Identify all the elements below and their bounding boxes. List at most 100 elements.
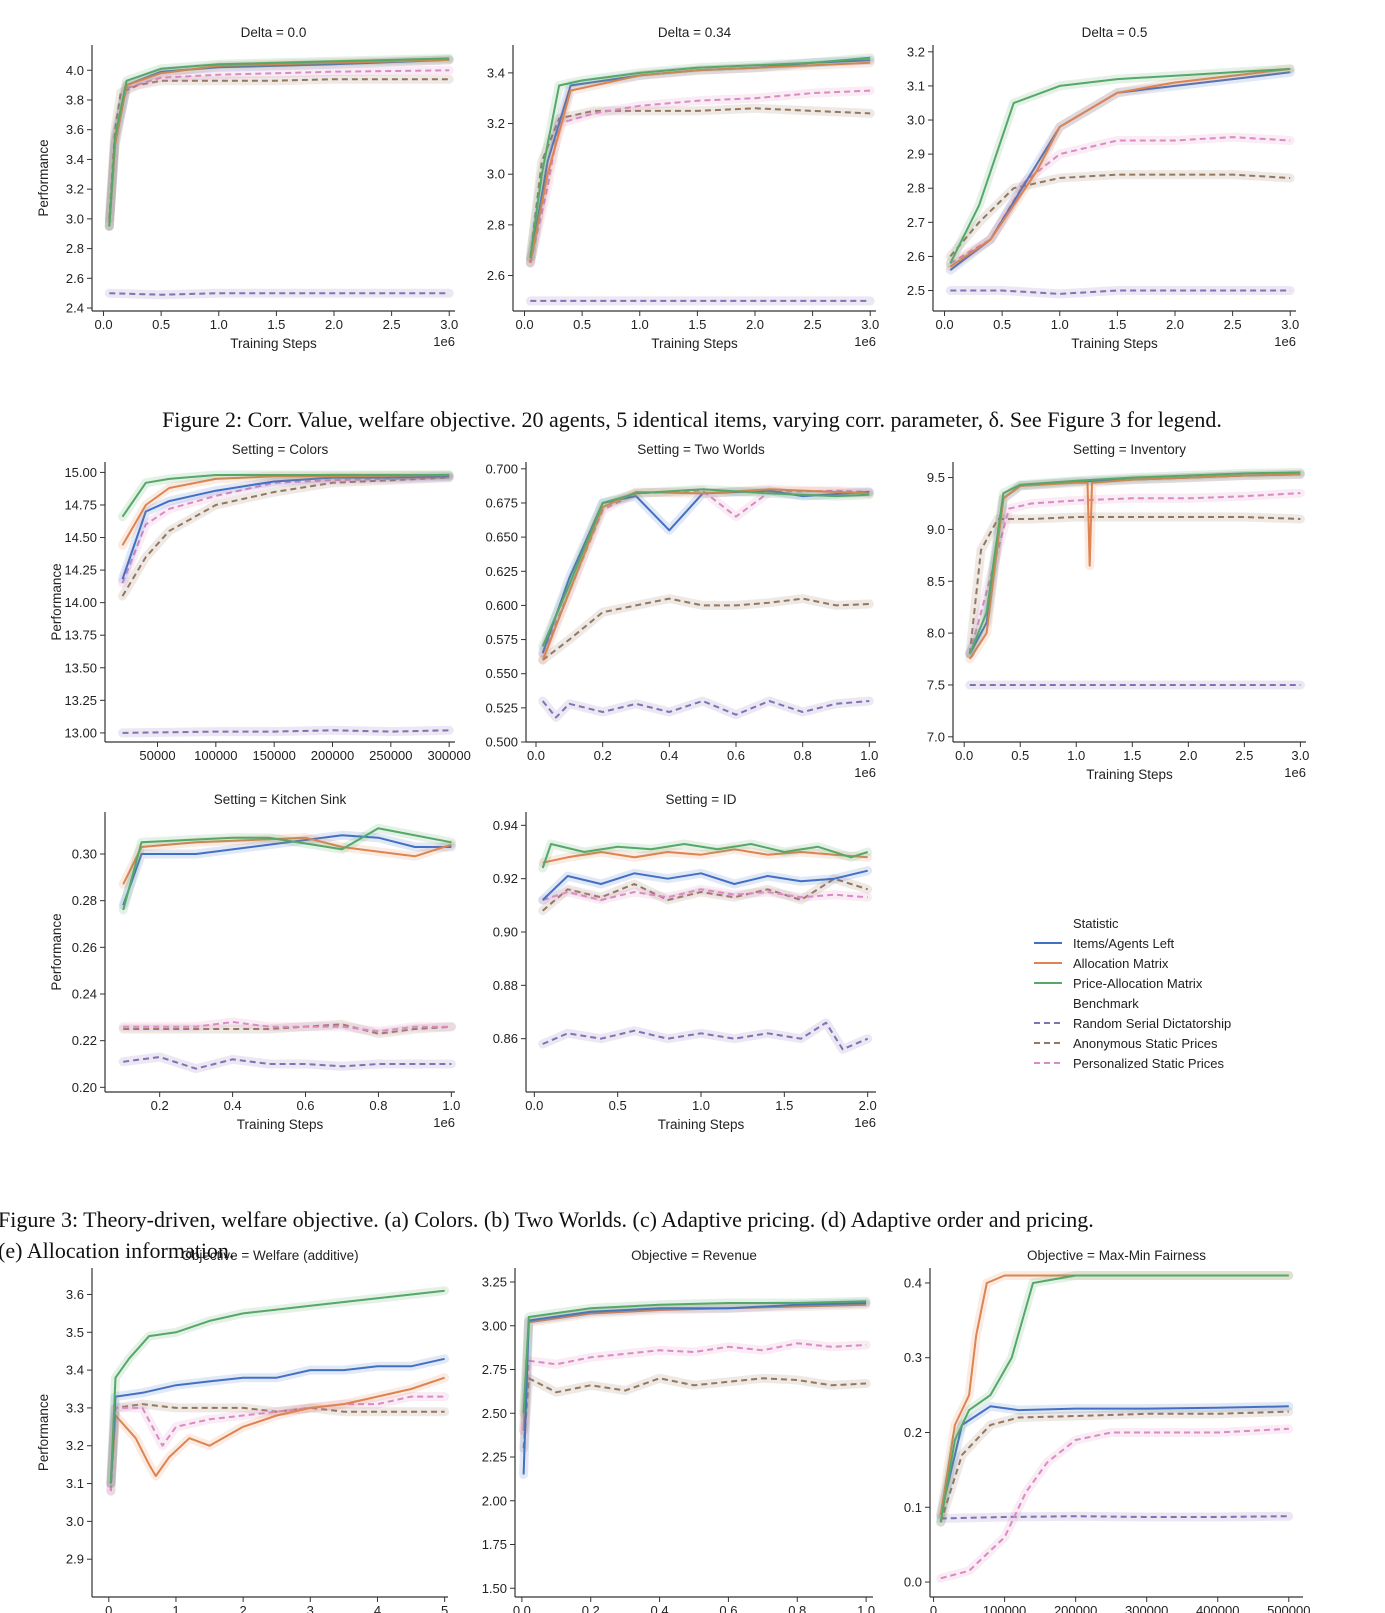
series-anonymous-static-prices xyxy=(522,1377,867,1449)
x-axis-label: Training Steps xyxy=(651,336,738,351)
chart-title: Setting = ID xyxy=(666,792,737,807)
x-tick-label: 1.0 xyxy=(860,748,878,763)
y-tick-label: 0.0 xyxy=(904,1575,922,1590)
x-tick-label: 300000 xyxy=(1125,1603,1168,1613)
series-price-allocation-matrix xyxy=(541,843,869,869)
x-tick-label: 2.5 xyxy=(1235,748,1253,763)
band-personalized-static-prices xyxy=(118,473,454,588)
series-allocation-matrix xyxy=(968,473,1301,660)
series-items-agents-left xyxy=(122,834,452,906)
x-tick-label: 5 xyxy=(441,1603,448,1613)
x-tick-label: 0.0 xyxy=(527,748,545,763)
x-tick-label: 200000 xyxy=(1054,1603,1097,1613)
series-items-agents-left xyxy=(542,869,868,901)
y-tick-label: 2.50 xyxy=(482,1406,507,1421)
y-tick-label: 3.0 xyxy=(907,113,925,128)
series-personalized-static-prices xyxy=(949,136,1291,265)
series-allocation-matrix xyxy=(542,848,868,864)
x-tick-label: 3.0 xyxy=(861,317,879,332)
series-price-allocation-matrix xyxy=(121,474,450,518)
x-tick-label: 0.0 xyxy=(935,317,953,332)
y-tick-label: 2.5 xyxy=(907,283,925,298)
x-tick-label: 2.0 xyxy=(1179,748,1197,763)
legend-label-allocation-matrix: Allocation Matrix xyxy=(1073,956,1169,971)
x-tick-label: 0.4 xyxy=(651,1603,669,1613)
y-tick-label: 2.6 xyxy=(66,271,84,286)
y-tick-label: 2.75 xyxy=(482,1362,507,1377)
band-random-serial-dictatorship xyxy=(538,1018,873,1054)
y-tick-label: 0.24 xyxy=(72,987,97,1002)
x-tick-label: 0.8 xyxy=(794,748,812,763)
legend-header-benchmark: Benchmark xyxy=(1073,996,1139,1011)
y-tick-label: 1.75 xyxy=(482,1537,507,1552)
x-tick-label: 250000 xyxy=(369,748,412,763)
y-tick-label: 0.90 xyxy=(493,925,518,940)
y-tick-label: 1.50 xyxy=(482,1581,507,1596)
y-tick-label: 3.1 xyxy=(66,1476,84,1491)
y-tick-label: 3.6 xyxy=(66,122,84,137)
x-axis-multiplier: 1e6 xyxy=(854,334,876,349)
y-tick-label: 0.2 xyxy=(904,1425,922,1440)
band-allocation-matrix xyxy=(538,484,874,665)
x-tick-label: 1.5 xyxy=(688,317,706,332)
series-price-allocation-matrix xyxy=(109,1289,445,1484)
series-random-serial-dictatorship xyxy=(109,292,450,296)
x-tick-label: 0.6 xyxy=(727,748,745,763)
band-personalized-static-prices xyxy=(104,65,454,231)
y-tick-label: 2.6 xyxy=(907,249,925,264)
y-tick-label: 3.0 xyxy=(66,1514,84,1529)
y-axis-label: Performance xyxy=(36,1394,51,1471)
x-tick-label: 0.0 xyxy=(525,1098,543,1113)
series-personalized-static-prices xyxy=(940,1427,1289,1580)
x-tick-label: 0.5 xyxy=(573,317,591,332)
chart-panel-11: 0 100000 200000 300000 400000 500000 0.0 0.1 0.2… xyxy=(904,1248,1311,1613)
series-anonymous-static-prices xyxy=(121,476,450,597)
series-allocation-matrix xyxy=(949,67,1291,268)
x-tick-label: 0.5 xyxy=(609,1098,627,1113)
series-anonymous-static-prices xyxy=(109,1403,445,1492)
series-personalized-static-prices xyxy=(123,1021,452,1033)
legend-entry-personalized-static-prices: Personalized Static Prices xyxy=(1034,1056,1225,1071)
chart-panel-1: 0.0 0.5 1.0 1.5 2.0 2.5 3.0 2.4 2.6 2.8 3.0 3.2 3.4 3… xyxy=(36,25,458,351)
series-anonymous-static-prices xyxy=(108,78,450,219)
figure-3-caption-line1: Figure 3: Theory-driven, welfare objecti… xyxy=(0,1207,1094,1232)
x-tick-label: 0.0 xyxy=(955,748,973,763)
y-tick-label: 0.650 xyxy=(485,530,518,545)
chart-panel-6: 0.0 0.5 1.0 1.5 2.0 2.5 3.0 7.0 7.5 8.0 8.5 9.0 9.5 S… xyxy=(927,442,1310,782)
series-price-allocation-matrix xyxy=(968,471,1301,655)
chart-title: Objective = Welfare (additive) xyxy=(181,1248,358,1263)
x-tick-label: 50000 xyxy=(139,748,175,763)
x-tick-label: 300000 xyxy=(427,748,470,763)
chart-panel-7: 0.2 0.4 0.6 0.8 1.0 0.20 0.22 0.24 0.26 0.28 0.30 S… xyxy=(49,792,460,1132)
y-tick-label: 0.550 xyxy=(485,666,518,681)
x-tick-label: 200000 xyxy=(311,748,354,763)
series-random-serial-dictatorship xyxy=(542,1021,869,1051)
chart-panel-8: 0.0 0.5 1.0 1.5 2.0 0.86 0.88 0.90 0.92 0.94 Setti… xyxy=(493,792,877,1132)
x-tick-label: 1.5 xyxy=(1108,317,1126,332)
band-anonymous-static-prices xyxy=(965,512,1305,659)
band-allocation-matrix xyxy=(945,64,1295,272)
y-tick-label: 4.0 xyxy=(66,63,84,78)
legend-label-random-serial-dictatorship: Random Serial Dictatorship xyxy=(1073,1016,1231,1031)
x-tick-label: 100000 xyxy=(983,1603,1026,1613)
band-anonymous-static-prices xyxy=(538,594,874,665)
x-tick-label: 0.0 xyxy=(513,1603,531,1613)
y-tick-label: 0.500 xyxy=(485,735,518,750)
series-allocation-matrix xyxy=(121,474,450,546)
y-tick-label: 0.26 xyxy=(72,940,97,955)
x-axis-multiplier: 1e6 xyxy=(433,334,455,349)
x-tick-label: 0.8 xyxy=(369,1098,387,1113)
x-tick-label: 1.5 xyxy=(1123,748,1141,763)
series-price-allocation-matrix xyxy=(529,56,871,258)
y-tick-label: 0.625 xyxy=(485,564,518,579)
series-anonymous-static-prices xyxy=(123,1023,452,1035)
y-tick-label: 0.28 xyxy=(72,893,97,908)
y-tick-label: 2.8 xyxy=(487,217,505,232)
y-tick-label: 0.3 xyxy=(904,1350,922,1365)
x-axis-label: Training Steps xyxy=(230,336,317,351)
y-axis-label: Performance xyxy=(49,563,64,640)
x-tick-label: 0.0 xyxy=(94,317,112,332)
x-tick-label: 3.0 xyxy=(1281,317,1299,332)
x-axis-label: Training Steps xyxy=(1086,767,1173,782)
legend-entry-random-serial-dictatorship: Random Serial Dictatorship xyxy=(1034,1016,1231,1031)
